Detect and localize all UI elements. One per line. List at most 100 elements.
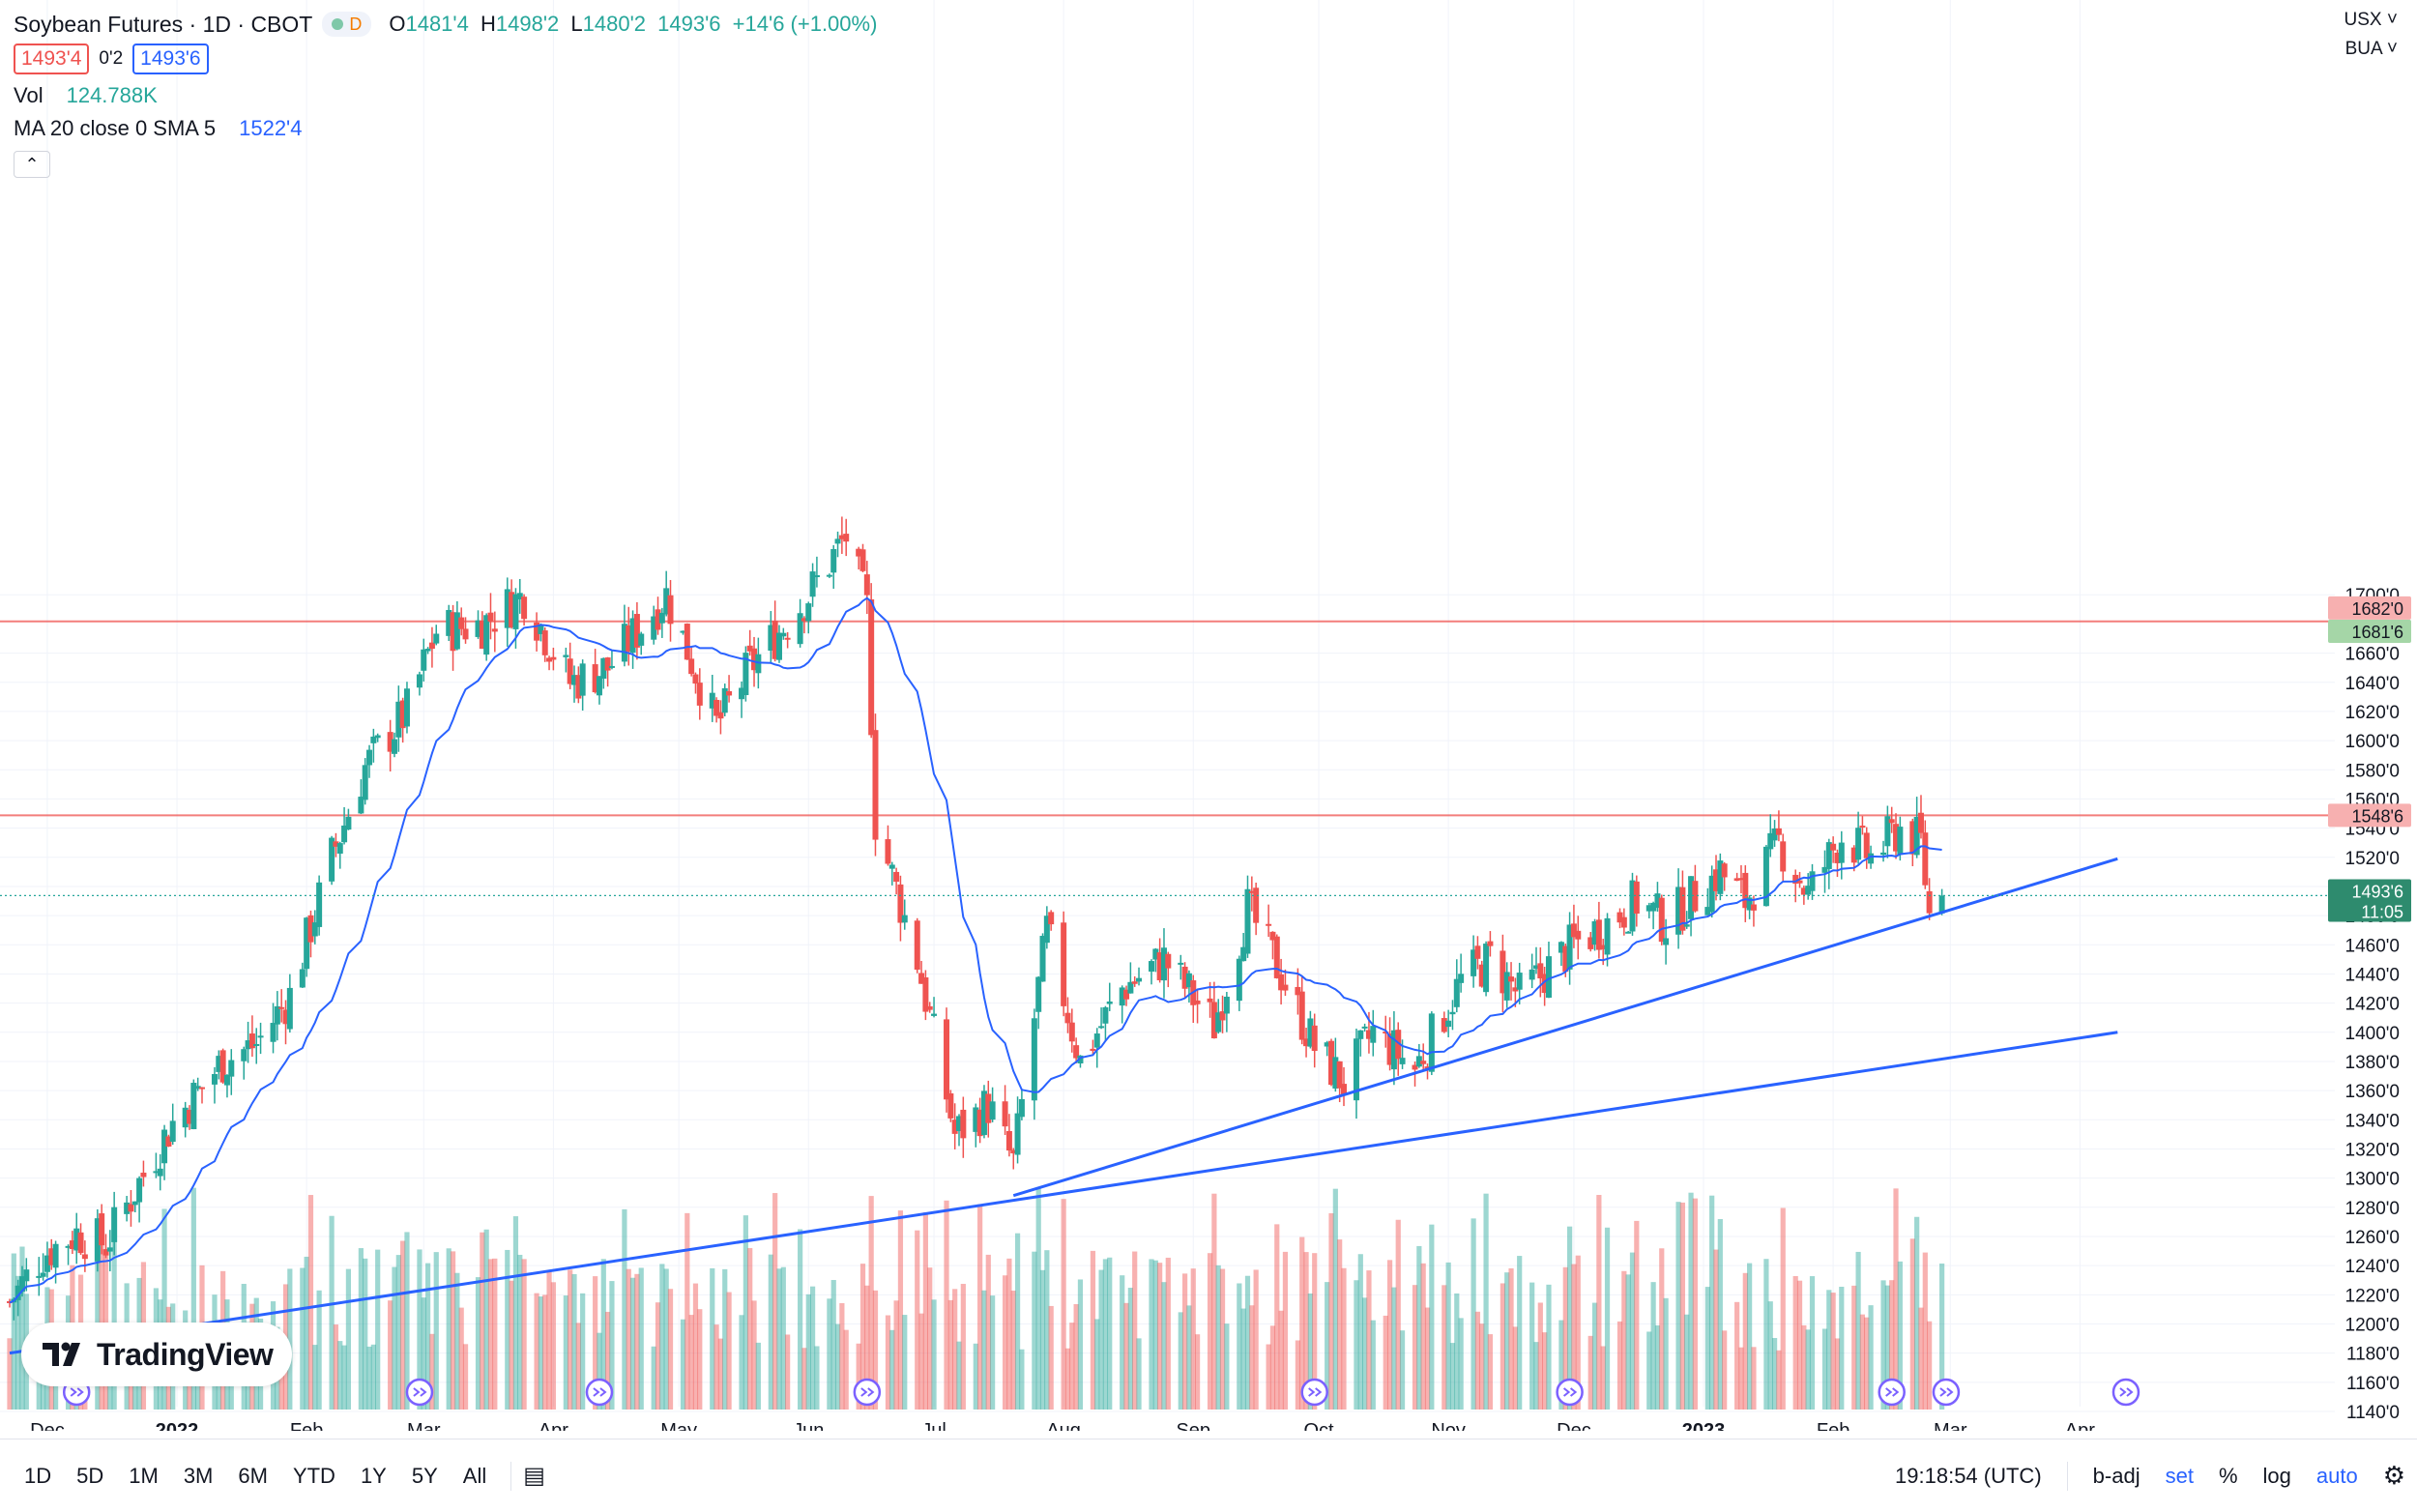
moving-average-line	[9, 596, 1942, 1304]
volume-bar	[1211, 1193, 1217, 1410]
volume-indicator-value: 124.788K	[66, 83, 158, 107]
candlesticks[interactable]	[7, 516, 1945, 1321]
time-tick-label: Apr	[2065, 1420, 2095, 1431]
candle-body	[1219, 1011, 1226, 1021]
volume-bar	[1512, 1326, 1518, 1410]
candle-body	[772, 621, 778, 659]
dividend-event-icon[interactable]	[2111, 1378, 2140, 1407]
timeframe-button-1y[interactable]: 1Y	[360, 1463, 387, 1488]
volume-bar	[1821, 1328, 1828, 1410]
volume-bar	[1692, 1198, 1698, 1410]
timeframe-button-3m[interactable]: 3M	[183, 1463, 214, 1488]
settlement-toggle[interactable]: set	[2165, 1463, 2194, 1488]
symbol-title[interactable]: Soybean Futures · 1D · CBOT	[14, 12, 313, 37]
sell-price-button[interactable]: 1493'4	[14, 44, 90, 74]
volume-bar	[859, 1264, 866, 1410]
candle-body	[1399, 1058, 1406, 1064]
price-axis[interactable]: 1140'0 1160'0 1180'0 1200'0 1220'0 1240'0 1260…	[2345, 586, 2400, 1423]
volume-bar	[872, 1290, 879, 1410]
trend-lines[interactable]	[9, 857, 2118, 1355]
candle-body	[1570, 923, 1577, 938]
dividend-event-icon[interactable]	[1556, 1378, 1584, 1407]
volume-bar	[95, 1226, 101, 1410]
chart-settings-gear-icon[interactable]: ⚙	[2382, 1461, 2405, 1490]
candle-body	[399, 700, 406, 729]
date-range-icon[interactable]: ▤	[523, 1463, 545, 1489]
volume-bar	[1663, 1297, 1669, 1410]
candle-body	[1654, 893, 1661, 909]
time-tick-label: 2023	[1682, 1420, 1726, 1431]
candle-body	[951, 1119, 958, 1134]
timeframe-button-5y[interactable]: 5Y	[411, 1463, 438, 1488]
price-tick-label: 1660'0	[2345, 645, 2400, 665]
timeframe-button-1m[interactable]: 1M	[129, 1463, 159, 1488]
scale-units[interactable]: USX ˅ BUA ˅	[2344, 6, 2398, 64]
volume-indicator-label[interactable]: Vol	[14, 83, 44, 107]
clock-timezone[interactable]: 19:18:54 (UTC)	[1895, 1463, 2042, 1488]
timeframe-button-1d[interactable]: 1D	[24, 1463, 52, 1488]
timeframe-button-6m[interactable]: 6M	[238, 1463, 268, 1488]
auto-scale-toggle[interactable]: auto	[2315, 1463, 2358, 1488]
timeframe-button-ytd[interactable]: YTD	[292, 1463, 335, 1488]
volume-bar	[1354, 1280, 1359, 1410]
candle-body	[1061, 922, 1067, 1006]
candle-body	[1031, 1018, 1037, 1101]
time-axis[interactable]: Dec 2022 Feb Mar Apr May Jun Jul Aug Sep Oct Nov Dec…	[30, 1420, 2095, 1431]
price-chart[interactable]: 1140'0 1160'0 1180'0 1200'0 1220'0 1240'0 1260…	[0, 0, 2417, 1431]
price-tick-label: 1640'0	[2345, 674, 2400, 694]
candle-body	[102, 1249, 109, 1256]
dividend-event-icon[interactable]	[1300, 1378, 1328, 1407]
horizontal-lines[interactable]	[0, 620, 2335, 817]
candle-body	[1850, 847, 1857, 863]
volume-bar	[717, 1338, 724, 1410]
dividend-event-icon[interactable]	[853, 1378, 882, 1407]
candle-body	[1825, 842, 1832, 869]
volume-bar	[1504, 1272, 1510, 1410]
price-tick-label: 1300'0	[2345, 1170, 2400, 1190]
candle-body	[1068, 1022, 1075, 1042]
candle-body	[1868, 853, 1875, 864]
percent-scale-toggle[interactable]: %	[2218, 1463, 2238, 1488]
candle-body	[629, 618, 636, 654]
candle-body	[395, 701, 402, 738]
volume-bar	[839, 1302, 845, 1410]
candle-body	[980, 1090, 987, 1136]
volume-bar	[1412, 1285, 1418, 1410]
timeframe-button-5d[interactable]: 5D	[76, 1463, 104, 1488]
candle-body	[1223, 996, 1230, 1014]
back-adjust-toggle[interactable]: b-adj	[2092, 1463, 2140, 1488]
volume-bar	[15, 1275, 21, 1410]
candle-body	[1516, 973, 1523, 990]
volume-bar	[7, 1338, 13, 1410]
candle-body	[1248, 890, 1255, 893]
volume-bar	[1500, 1283, 1505, 1410]
candle-body	[947, 1092, 954, 1119]
dividend-event-icon[interactable]	[1932, 1378, 1961, 1407]
unit-selector[interactable]: BUA ˅	[2344, 39, 2398, 59]
volume-bar	[190, 1187, 196, 1410]
volume-bar	[1035, 1187, 1041, 1410]
volume-bar	[1094, 1319, 1100, 1410]
buy-price-button[interactable]: 1493'6	[132, 44, 209, 74]
log-scale-toggle[interactable]: log	[2262, 1463, 2291, 1488]
price-tags: 1682'0 1681'6 1548'6 1493'611:05	[0, 596, 2411, 922]
tradingview-logo[interactable]: TradingView	[21, 1323, 292, 1386]
candle-body	[1880, 852, 1887, 856]
time-tick-label: Mar	[407, 1420, 441, 1431]
dividend-event-icon[interactable]	[585, 1378, 614, 1407]
price-tick-label: 1420'0	[2345, 995, 2400, 1015]
market-status[interactable]: D	[322, 12, 372, 37]
volume-bar	[375, 1249, 381, 1410]
dividend-event-icon[interactable]	[1878, 1378, 1906, 1407]
volume-bar	[902, 1315, 908, 1410]
timeframe-button-all[interactable]: All	[462, 1463, 487, 1488]
candle-body	[521, 596, 528, 620]
ma-indicator-label[interactable]: MA 20 close 0 SMA 5	[14, 116, 217, 140]
volume-bar	[1165, 1257, 1171, 1410]
volume-bar	[768, 1254, 773, 1410]
collapse-legend-button[interactable]: ⌃	[14, 151, 50, 178]
currency-selector[interactable]: USX ˅	[2344, 10, 2398, 30]
candle-body	[1508, 976, 1515, 982]
volume-bar	[1152, 1260, 1158, 1410]
dividend-event-icon[interactable]	[405, 1378, 434, 1407]
